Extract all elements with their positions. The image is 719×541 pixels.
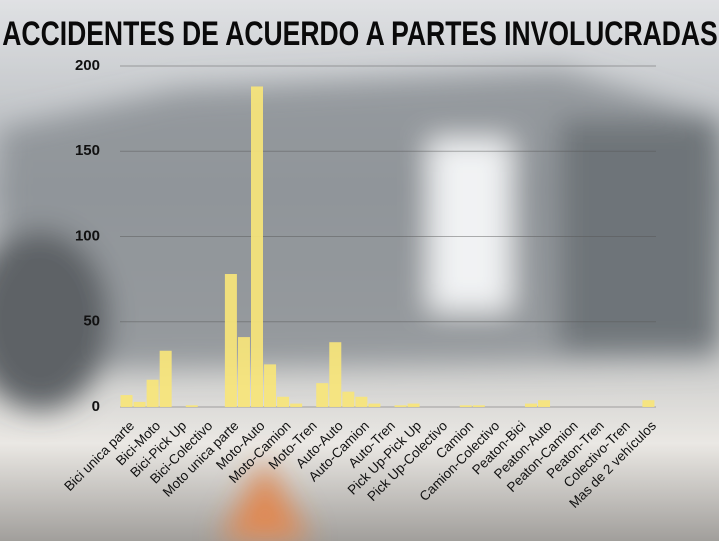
bar	[316, 383, 329, 407]
y-tick-label: 50	[83, 313, 100, 330]
bar	[264, 364, 277, 407]
bar	[159, 350, 172, 407]
bar	[329, 342, 342, 407]
bar	[185, 405, 198, 407]
bar	[146, 379, 159, 407]
bar	[538, 400, 551, 407]
bar	[224, 274, 237, 407]
y-tick-label: 150	[75, 142, 100, 159]
bar	[290, 403, 303, 407]
y-tick-label: 0	[92, 398, 100, 415]
bar	[120, 395, 133, 407]
bar	[407, 403, 420, 407]
y-tick-label: 100	[75, 227, 100, 244]
bar	[524, 403, 538, 407]
bar	[277, 396, 290, 407]
bar	[342, 391, 355, 407]
y-tick-label: 200	[75, 57, 100, 74]
bar	[355, 396, 368, 407]
bar	[250, 86, 264, 408]
chart-title: ACCIDENTES DE ACUERDO A PARTES INVOLUCRA…	[2, 15, 717, 53]
bar	[237, 337, 250, 407]
bar	[472, 405, 485, 407]
bar	[642, 400, 655, 407]
bar	[368, 403, 381, 407]
bar	[459, 405, 472, 407]
background-photo	[0, 70, 719, 541]
bar	[394, 405, 407, 407]
bar	[133, 401, 146, 407]
